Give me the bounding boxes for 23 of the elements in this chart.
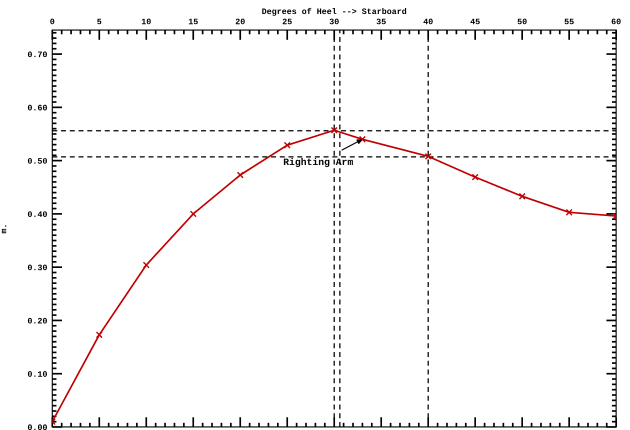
x-axis-title: Degrees of Heel --> Starboard — [262, 8, 406, 16]
y-tick-label: 0.50 — [28, 158, 47, 164]
x-tick-label: 40 — [423, 18, 433, 24]
y-tick-label: 0.60 — [28, 104, 47, 110]
x-tick-label: 10 — [142, 18, 151, 24]
y-tick-label: 0.30 — [28, 264, 47, 270]
x-tick-label: 5 — [97, 18, 102, 24]
y-tick-label: 0.00 — [28, 424, 47, 430]
x-tick-label: 45 — [470, 18, 480, 24]
x-tick-label: 30 — [330, 18, 339, 24]
y-tick-label: 0.10 — [28, 371, 47, 377]
x-tick-label: 55 — [564, 18, 574, 24]
x-tick-label: 15 — [188, 18, 198, 24]
y-axis-title: m. — [2, 225, 6, 234]
y-tick-label: 0.70 — [28, 52, 47, 58]
x-tick-label: 0 — [50, 18, 54, 24]
y-tick-label: 0.40 — [28, 211, 47, 217]
x-tick-label: 35 — [376, 18, 386, 24]
x-tick-label: 60 — [612, 18, 621, 24]
x-tick-label: 20 — [236, 18, 245, 24]
y-tick-label: 0.20 — [28, 318, 47, 324]
x-tick-label: 25 — [282, 18, 292, 24]
x-tick-label: 50 — [518, 18, 527, 24]
